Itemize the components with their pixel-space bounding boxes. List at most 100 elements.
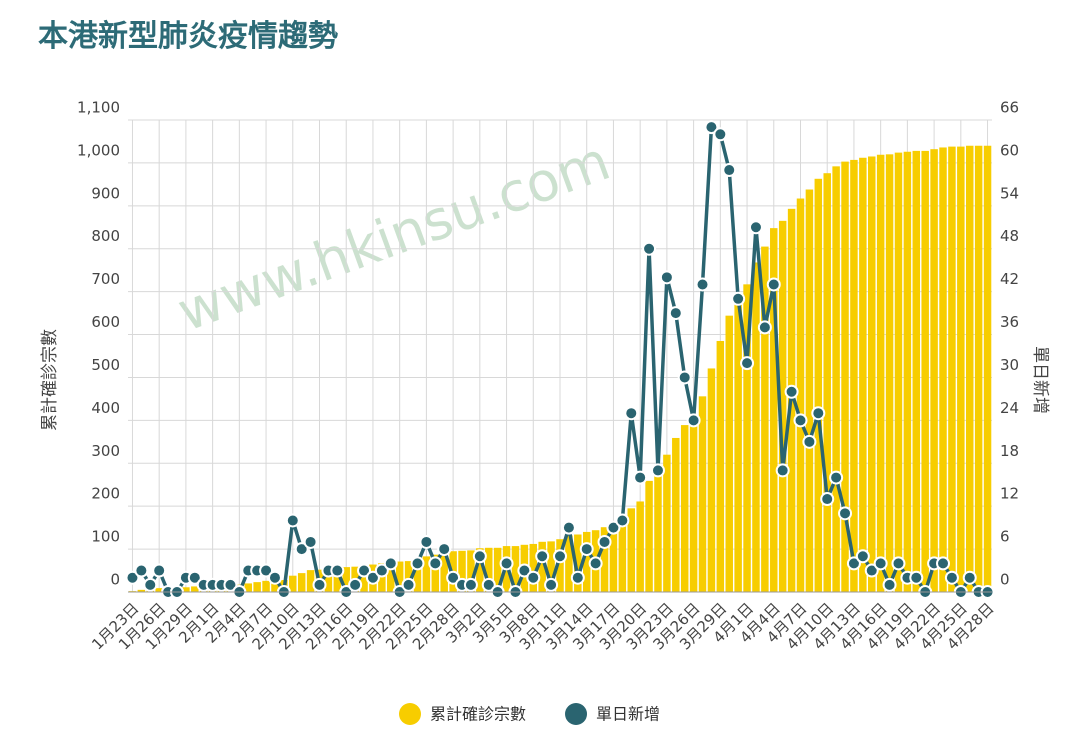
point [936, 556, 951, 571]
point [428, 556, 443, 571]
point [259, 563, 274, 578]
point [891, 556, 906, 571]
point [642, 241, 657, 256]
y2-tick-label: 30 [1000, 356, 1019, 374]
y2-tick-label: 24 [1000, 399, 1019, 417]
bar [431, 554, 440, 592]
bar [404, 561, 413, 592]
bar [262, 580, 270, 592]
y-axis-title: 累計確診宗數 [40, 329, 60, 431]
y2-tick-label: 60 [1000, 141, 1019, 159]
bar [930, 149, 938, 593]
y-tick-label: 0 [110, 571, 120, 589]
y-tick-label: 600 [91, 313, 120, 331]
point [686, 413, 701, 428]
bar [698, 396, 707, 592]
bar [324, 568, 333, 592]
point [659, 270, 674, 285]
watermark: www.hkinsu.com [169, 129, 617, 344]
y2-tick-label: 36 [1000, 313, 1019, 331]
y2-tick-label: 48 [1000, 227, 1019, 245]
bar [458, 550, 466, 592]
y-tick-label: 300 [91, 442, 120, 460]
bar [903, 151, 912, 592]
point [553, 549, 567, 564]
point [802, 434, 817, 449]
y-tick-label: 700 [91, 270, 120, 288]
bar [965, 145, 974, 592]
point [410, 556, 425, 571]
bar [627, 508, 635, 592]
point [597, 534, 612, 549]
bar [333, 567, 342, 592]
point [784, 384, 799, 399]
bar [796, 198, 805, 593]
legend-label: 累計確診宗數 [430, 705, 526, 724]
y2-axis-title: 單日新增 [1030, 346, 1050, 414]
point [303, 534, 318, 549]
point [731, 291, 746, 306]
bar [440, 552, 448, 592]
y-tick-label: 1,000 [77, 141, 120, 159]
bar [485, 547, 493, 592]
point [517, 563, 532, 578]
point [365, 570, 380, 585]
bar [894, 152, 903, 593]
bar [618, 519, 627, 592]
point [668, 306, 683, 321]
y2-tick-label: 0 [1000, 571, 1010, 589]
point [544, 577, 559, 592]
point [909, 570, 924, 585]
point [446, 570, 461, 585]
point [757, 320, 772, 335]
point [187, 570, 202, 585]
bar [636, 501, 644, 592]
point [650, 463, 665, 478]
bar [387, 561, 395, 592]
point [606, 520, 621, 535]
point [294, 542, 309, 557]
bar [716, 340, 725, 592]
bar [360, 565, 368, 592]
point [713, 127, 728, 142]
point [526, 570, 541, 585]
y-tick-label: 500 [91, 356, 120, 374]
y2-tick-label: 18 [1000, 442, 1019, 460]
bar [841, 161, 849, 592]
bar [182, 587, 190, 592]
bar [814, 178, 823, 592]
bar [422, 556, 431, 592]
point [285, 513, 300, 528]
point [944, 570, 959, 585]
point [463, 577, 478, 592]
bar [556, 539, 564, 592]
point [775, 463, 790, 478]
bar [378, 563, 386, 592]
point [766, 277, 781, 292]
bar [191, 586, 199, 592]
bar [476, 548, 484, 592]
point [481, 577, 496, 592]
point [374, 563, 389, 578]
bar [289, 575, 297, 592]
point [864, 563, 879, 578]
y-tick-label: 200 [91, 485, 120, 503]
point [695, 277, 710, 292]
y2-tick-label: 42 [1000, 270, 1019, 288]
y-tick-label: 900 [91, 184, 120, 202]
point [811, 406, 826, 421]
bar [743, 284, 751, 592]
bar [832, 166, 840, 593]
bar [689, 414, 698, 592]
bars [128, 145, 992, 593]
bar [609, 523, 618, 592]
point [499, 556, 514, 571]
y-tick-label: 400 [91, 399, 120, 417]
point [846, 556, 861, 571]
bar [770, 228, 778, 592]
line-layer [125, 120, 995, 599]
bar [538, 541, 546, 592]
bar [885, 154, 894, 592]
bar [547, 541, 555, 592]
point [401, 577, 416, 592]
